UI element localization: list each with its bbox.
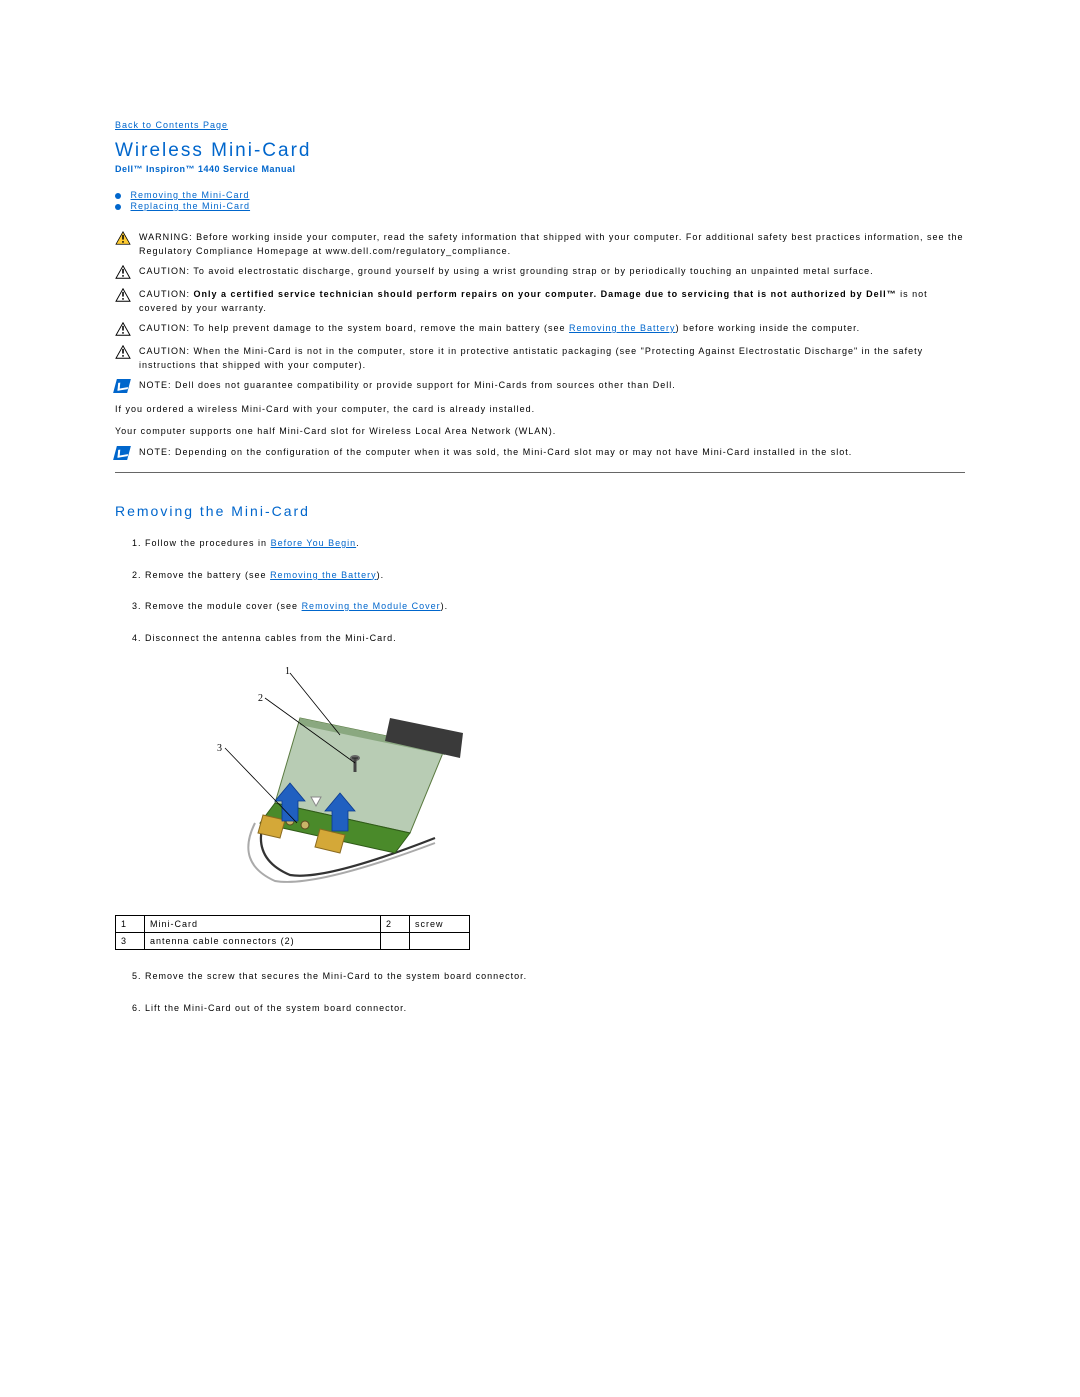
toc-item: Removing the Mini-Card	[115, 190, 965, 200]
body-paragraph: Your computer supports one half Mini-Car…	[115, 425, 965, 439]
bullet-icon	[115, 193, 121, 199]
toc-link-remove[interactable]: Removing the Mini-Card	[131, 190, 250, 200]
step: Disconnect the antenna cables from the M…	[145, 632, 965, 646]
caution-label: CAUTION:	[139, 346, 190, 356]
step: Remove the battery (see Removing the Bat…	[145, 569, 965, 583]
caution-link[interactable]: Removing the Battery	[569, 323, 676, 333]
warning-notice: WARNING: Before working inside your comp…	[115, 231, 965, 258]
step: Remove the screw that secures the Mini-C…	[145, 970, 965, 984]
step-text: ).	[441, 601, 449, 611]
back-link-wrap: Back to Contents Page	[115, 120, 965, 130]
manual-subtitle: Dell™ Inspiron™ 1440 Service Manual	[115, 164, 965, 174]
warning-body: Before working inside your computer, rea…	[139, 232, 964, 256]
note-label: NOTE:	[139, 380, 172, 390]
parts-callout-table: 1 Mini-Card 2 screw 3 antenna cable conn…	[115, 915, 470, 950]
note-notice: NOTE: Dell does not guarantee compatibil…	[115, 379, 965, 395]
back-to-contents-link[interactable]: Back to Contents Page	[115, 120, 228, 130]
diagram-label-2: 2	[258, 693, 264, 704]
caution-label: CAUTION:	[139, 266, 190, 276]
procedure-list-continued: Remove the screw that secures the Mini-C…	[145, 970, 965, 1015]
step-text: Remove the battery (see	[145, 570, 270, 580]
divider	[115, 472, 965, 473]
caution-post: ) before working inside the computer.	[676, 323, 861, 333]
cell-num: 2	[381, 916, 410, 933]
section-heading-remove: Removing the Mini-Card	[115, 503, 965, 519]
caution-body: To avoid electrostatic discharge, ground…	[190, 266, 874, 276]
toc-item: Replacing the Mini-Card	[115, 201, 965, 211]
cell-num	[381, 933, 410, 950]
warning-icon	[115, 231, 135, 247]
caution-icon	[115, 345, 135, 361]
diagram-label-3: 3	[217, 743, 223, 754]
cell-num: 3	[116, 933, 145, 950]
caution-icon	[115, 322, 135, 338]
note-body: Dell does not guarantee compatibility or…	[172, 380, 676, 390]
toc-link-replace[interactable]: Replacing the Mini-Card	[131, 201, 251, 211]
note-text: NOTE: Dell does not guarantee compatibil…	[139, 379, 965, 393]
caution-text: CAUTION: Only a certified service techni…	[139, 288, 965, 315]
warning-text: WARNING: Before working inside your comp…	[139, 231, 965, 258]
step: Remove the module cover (see Removing th…	[145, 600, 965, 614]
step-text: .	[356, 538, 360, 548]
cell-label: screw	[410, 916, 470, 933]
caution-icon	[115, 265, 135, 281]
caution-notice: CAUTION: Only a certified service techni…	[115, 288, 965, 315]
toc: Removing the Mini-Card Replacing the Min…	[115, 190, 965, 211]
procedure-list: Follow the procedures in Before You Begi…	[145, 537, 965, 645]
warning-label: WARNING:	[139, 232, 193, 242]
cell-label	[410, 933, 470, 950]
step-text: Remove the module cover (see	[145, 601, 302, 611]
note-text: NOTE: Depending on the configuration of …	[139, 446, 965, 460]
cell-label: antenna cable connectors (2)	[145, 933, 381, 950]
step-link[interactable]: Removing the Battery	[270, 570, 377, 580]
note-icon	[115, 379, 135, 395]
caution-label: CAUTION:	[139, 323, 190, 333]
step-text: Follow the procedures in	[145, 538, 271, 548]
caution-notice: CAUTION: When the Mini-Card is not in th…	[115, 345, 965, 372]
cell-label: Mini-Card	[145, 916, 381, 933]
caution-notice: CAUTION: To avoid electrostatic discharg…	[115, 265, 965, 281]
caution-body: When the Mini-Card is not in the compute…	[139, 346, 923, 370]
cell-num: 1	[116, 916, 145, 933]
step-text: ).	[377, 570, 385, 580]
note-body: Depending on the configuration of the co…	[172, 447, 853, 457]
caution-text: CAUTION: To help prevent damage to the s…	[139, 322, 965, 336]
table-row: 3 antenna cable connectors (2)	[116, 933, 470, 950]
body-paragraph: If you ordered a wireless Mini-Card with…	[115, 403, 965, 417]
note-icon	[115, 446, 135, 462]
note-label: NOTE:	[139, 447, 172, 457]
step-link[interactable]: Removing the Module Cover	[302, 601, 441, 611]
note-notice: NOTE: Depending on the configuration of …	[115, 446, 965, 462]
caution-bold: Only a certified service technician shou…	[190, 289, 897, 299]
caution-icon	[115, 288, 135, 304]
page-title: Wireless Mini-Card	[115, 140, 965, 162]
caution-text: CAUTION: When the Mini-Card is not in th…	[139, 345, 965, 372]
mini-card-diagram: 1 2 3	[185, 663, 965, 895]
table-row: 1 Mini-Card 2 screw	[116, 916, 470, 933]
diagram-label-1: 1	[285, 666, 291, 677]
step: Lift the Mini-Card out of the system boa…	[145, 1002, 965, 1016]
caution-label: CAUTION:	[139, 289, 190, 299]
caution-notice: CAUTION: To help prevent damage to the s…	[115, 322, 965, 338]
step: Follow the procedures in Before You Begi…	[145, 537, 965, 551]
bullet-icon	[115, 204, 121, 210]
caution-pre: To help prevent damage to the system boa…	[190, 323, 569, 333]
caution-text: CAUTION: To avoid electrostatic discharg…	[139, 265, 965, 279]
step-link[interactable]: Before You Begin	[271, 538, 357, 548]
